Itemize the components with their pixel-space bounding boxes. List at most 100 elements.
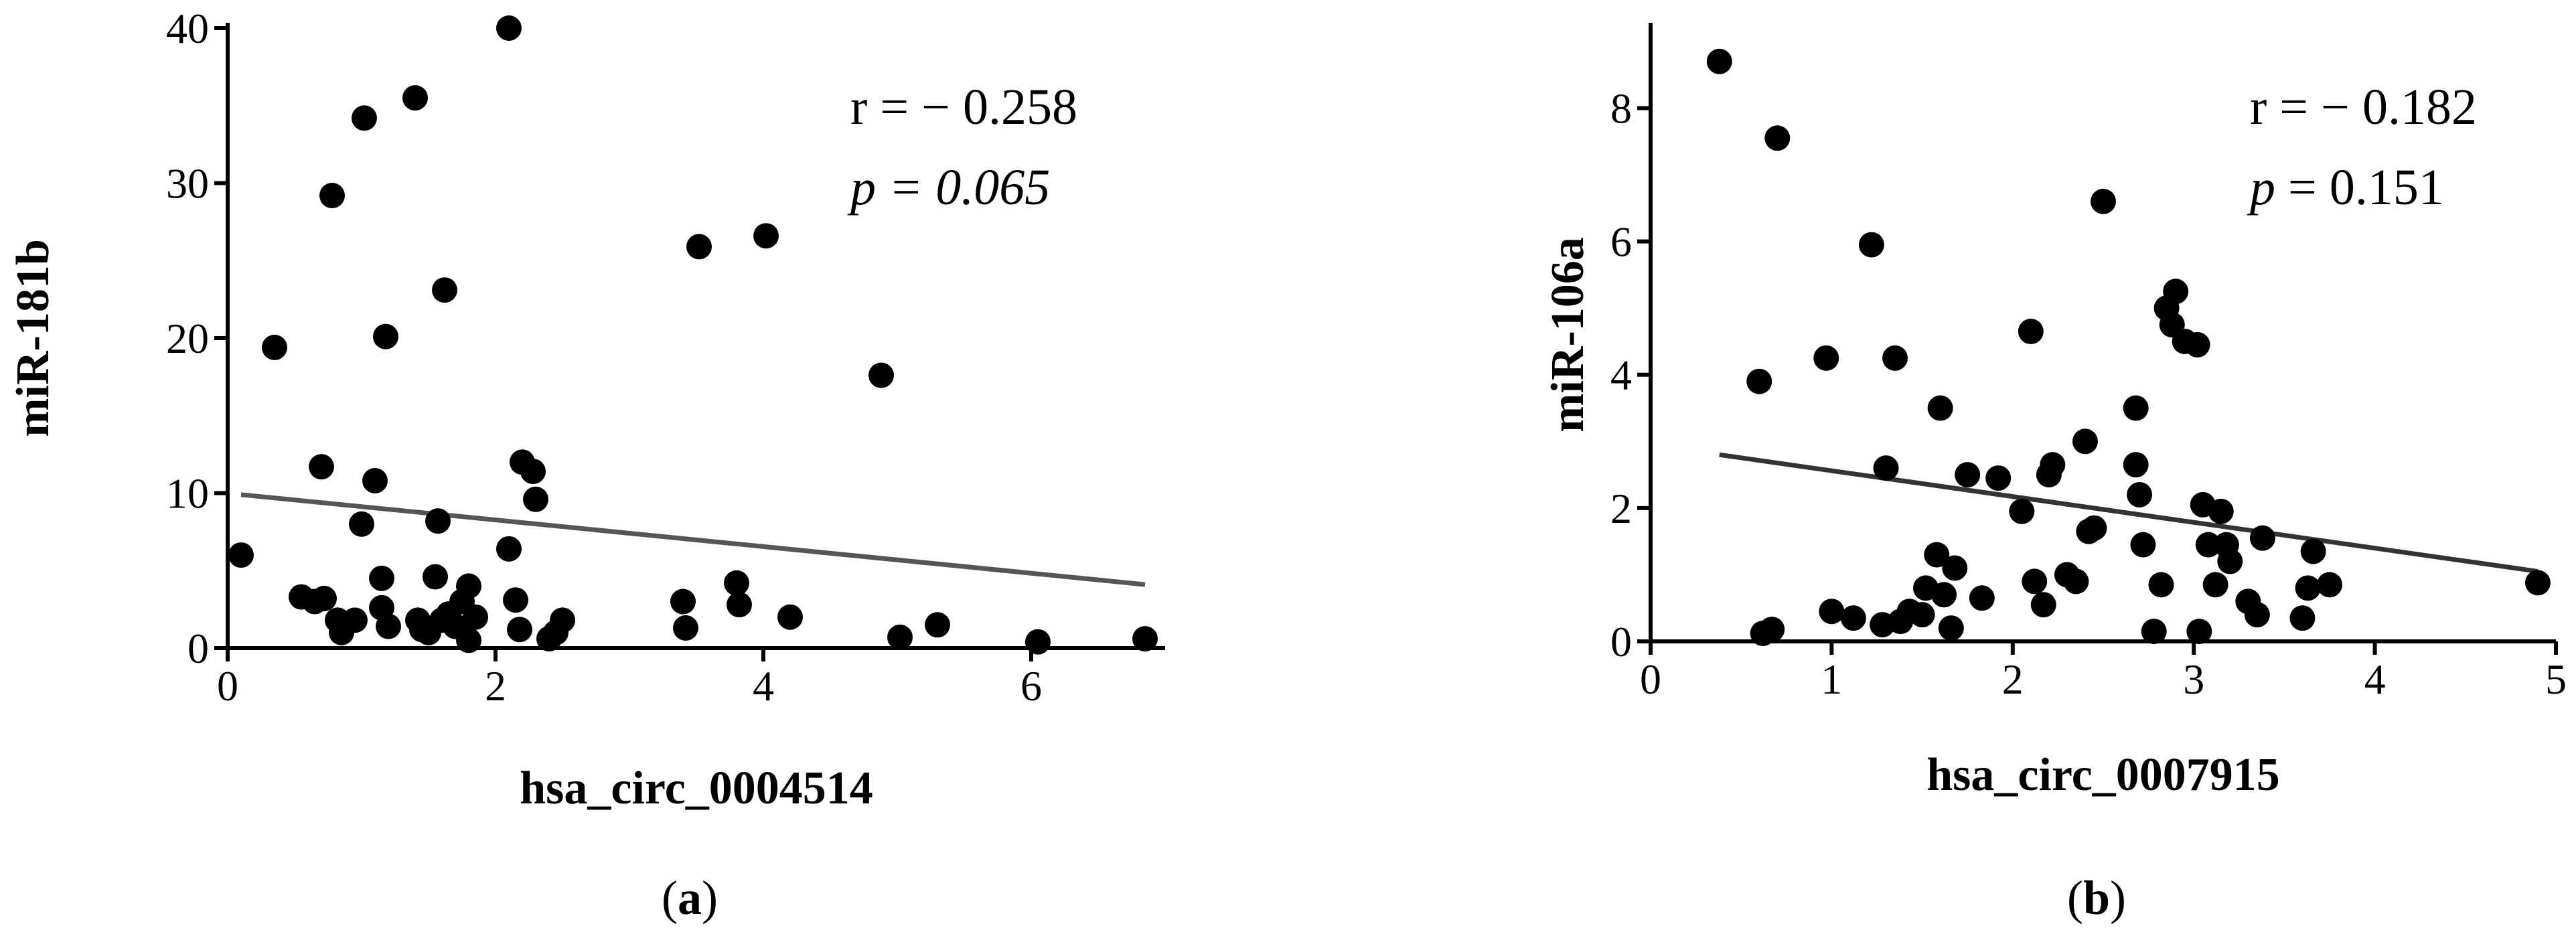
data-point <box>1873 455 1899 481</box>
data-point <box>425 508 451 534</box>
x-tick-label: 2 <box>485 662 506 710</box>
data-point <box>520 459 546 485</box>
data-point <box>1938 615 1964 641</box>
data-point <box>2163 279 2189 305</box>
x-tick-label: 4 <box>2364 655 2386 703</box>
panel-b: 0 2 4 6 8 0 1 2 3 4 5 hsa_circ_0007915 miR-106a r = −… <box>1542 23 2567 925</box>
data-point <box>1931 582 1957 608</box>
y-tick-label: 8 <box>1610 84 1632 132</box>
r-annotation: r = − 0.182 <box>2250 79 2477 135</box>
data-point <box>1924 542 1950 568</box>
data-point <box>2244 602 2270 628</box>
x-axis-title: hsa_circ_0004514 <box>520 763 873 814</box>
panel-a: 0 10 20 30 40 0 2 4 6 hsa_circ_0004514 miR-181b r =… <box>7 5 1165 925</box>
data-point <box>2195 532 2221 558</box>
data-point <box>2208 498 2234 524</box>
data-point <box>2300 538 2326 564</box>
p-annotation: p = 0.151 <box>2247 159 2444 216</box>
y-tick-label: 2 <box>1610 485 1632 532</box>
x-tick-label: 2 <box>2002 655 2024 703</box>
data-point <box>2148 572 2174 598</box>
data-point <box>673 615 698 641</box>
data-point <box>887 624 913 650</box>
data-point <box>1132 626 1158 652</box>
data-point <box>1909 602 1935 628</box>
data-point <box>777 604 803 630</box>
data-point <box>352 105 377 131</box>
data-point <box>1882 345 1908 371</box>
data-point <box>1746 368 1772 394</box>
data-point <box>1819 599 1845 625</box>
data-point <box>2063 568 2089 595</box>
data-point <box>2123 452 2149 478</box>
data-point <box>1969 585 1995 611</box>
data-point <box>362 467 388 493</box>
data-point <box>1927 395 1953 421</box>
data-point <box>503 587 528 613</box>
x-tick-label: 6 <box>1020 662 1042 710</box>
data-point <box>2202 572 2228 598</box>
data-point <box>686 234 712 260</box>
y-axis-title: miR-106a <box>1542 237 1594 433</box>
y-tick-label: 20 <box>166 315 209 362</box>
data-point <box>670 588 696 615</box>
data-point <box>2022 568 2048 595</box>
data-point <box>1942 555 1968 581</box>
y-tick-label: 10 <box>166 470 209 518</box>
data-point <box>456 573 481 599</box>
data-point <box>2123 395 2149 421</box>
data-point <box>262 334 287 360</box>
data-point <box>724 570 749 596</box>
data-point <box>2184 331 2210 358</box>
data-point <box>2249 525 2275 551</box>
y-axis-title: miR-181b <box>7 239 59 437</box>
data-point <box>2186 619 2212 645</box>
data-point <box>309 454 334 480</box>
y-tick-label: 6 <box>1610 218 1632 266</box>
y-tick-label: 0 <box>1610 618 1632 665</box>
x-tick-label: 1 <box>1821 655 1842 703</box>
data-point <box>1764 125 1791 151</box>
p-annotation: p = 0.065 <box>847 159 1050 216</box>
x-tick-label: 0 <box>1640 655 1661 703</box>
data-point <box>2009 498 2035 524</box>
x-tick-label: 3 <box>2183 655 2204 703</box>
data-point <box>1985 465 2012 491</box>
data-point <box>753 223 779 249</box>
data-point <box>2040 452 2066 478</box>
data-point <box>2030 592 2056 618</box>
data-point <box>2072 428 2098 455</box>
data-point <box>2127 481 2153 507</box>
trend-line <box>1719 452 2539 574</box>
data-point <box>2317 572 2342 598</box>
data-point <box>376 613 401 639</box>
data-point <box>423 564 448 590</box>
data-point <box>1955 462 1981 488</box>
data-point <box>228 542 254 568</box>
data-point <box>496 15 522 41</box>
data-point <box>369 565 394 591</box>
data-point <box>1025 629 1051 655</box>
data-point <box>432 277 457 303</box>
data-point <box>925 612 950 638</box>
data-point <box>2018 319 2044 345</box>
data-point <box>2130 532 2156 558</box>
trend-line <box>240 492 1146 587</box>
data-point <box>507 617 532 643</box>
panel-label: (a) <box>662 871 718 925</box>
x-tick-label: 5 <box>2545 655 2567 703</box>
data-point <box>2524 570 2551 596</box>
data-point <box>319 183 345 209</box>
data-point <box>2217 548 2243 574</box>
data-point <box>1759 617 1785 643</box>
data-point <box>2081 515 2107 541</box>
x-axis-title: hsa_circ_0007915 <box>1926 749 2280 801</box>
data-point <box>2091 188 2116 214</box>
data-point <box>2295 575 2321 601</box>
y-tick-label: 30 <box>166 160 209 208</box>
data-point <box>463 604 488 630</box>
data-point <box>342 607 368 633</box>
data-point <box>456 627 481 653</box>
x-tick-label: 0 <box>217 662 238 710</box>
